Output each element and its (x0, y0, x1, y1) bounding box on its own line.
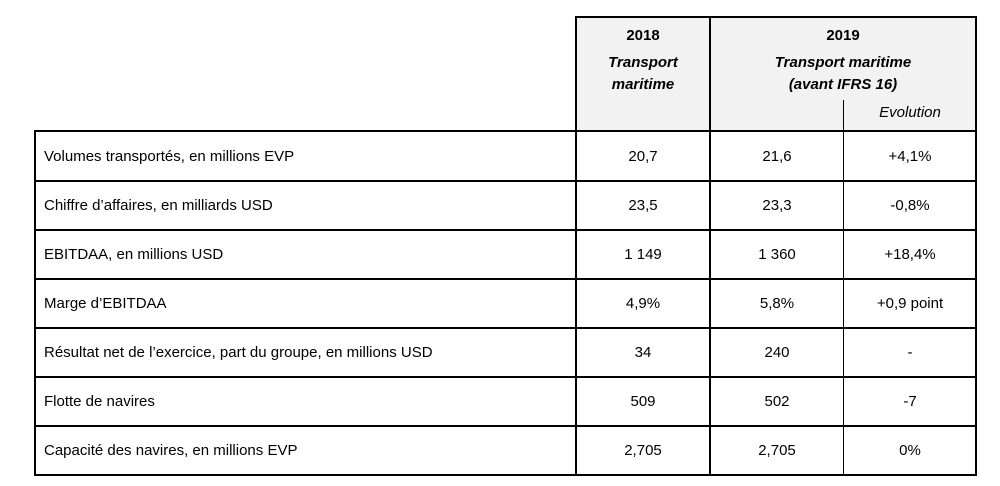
border-line (34, 327, 977, 329)
border-line (34, 474, 977, 476)
border-line (34, 278, 977, 280)
row-label: Capacité des navires, en millions EVP (44, 442, 298, 459)
header-cell-2018 (576, 17, 710, 131)
cell-2019: 1 360 (758, 246, 796, 263)
border-line (34, 229, 977, 231)
header-evolution-label: Evolution (879, 104, 941, 121)
row-label: Marge d’EBITDAA (44, 295, 167, 312)
cell-2019: 5,8% (759, 295, 795, 312)
cell-evolution: +18,4% (884, 246, 936, 263)
border-line (34, 130, 977, 132)
border-line (575, 16, 577, 476)
cell-evolution: +0,9 point (876, 295, 944, 312)
cell-evolution: -7 (903, 393, 917, 410)
header-year-2019: 2019 (826, 27, 860, 44)
cell-2018: 34 (634, 344, 652, 361)
cell-2018: 4,9% (625, 295, 661, 312)
border-line (709, 16, 711, 476)
header-year-2018: 2018 (626, 27, 660, 44)
cell-2019: 21,6 (762, 148, 792, 165)
cell-2018: 2,705 (624, 442, 662, 459)
cell-2018: 23,5 (628, 197, 658, 214)
header-sub-2018-line2: maritime (611, 76, 675, 93)
cell-evolution: +4,1% (888, 148, 932, 165)
row-label: Résultat net de l’exercice, part du grou… (44, 344, 433, 361)
cell-2019: 240 (764, 344, 790, 361)
cell-2019: 502 (764, 393, 790, 410)
border-line (34, 180, 977, 182)
header-sub-2018-line1: Transport (608, 54, 678, 71)
cell-2018: 20,7 (628, 148, 658, 165)
cell-2019: 23,3 (762, 197, 792, 214)
row-label: Flotte de navires (44, 393, 155, 410)
header-sub-2019-line1: Transport maritime (774, 54, 912, 71)
cell-2018: 509 (630, 393, 656, 410)
cell-2019: 2,705 (758, 442, 796, 459)
cell-evolution: -0,8% (890, 197, 930, 214)
header-sub-2019-line2: (avant IFRS 16) (788, 76, 898, 93)
cell-evolution: - (907, 344, 913, 361)
row-label: EBITDAA, en millions USD (44, 246, 224, 263)
border-line (34, 425, 977, 427)
cell-2018: 1 149 (624, 246, 662, 263)
border-line (843, 100, 844, 476)
border-line (576, 16, 977, 18)
border-line (34, 130, 36, 476)
row-label: Chiffre d’affaires, en milliards USD (44, 197, 273, 214)
row-label: Volumes transportés, en millions EVP (44, 148, 295, 165)
cell-evolution: 0% (899, 442, 921, 459)
border-line (34, 376, 977, 378)
border-line (975, 16, 977, 476)
